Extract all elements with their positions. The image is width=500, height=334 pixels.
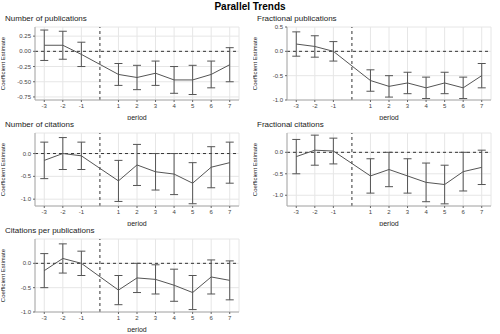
svg-text:-2: -2 [60,103,66,109]
svg-text:-1.0: -1.0 [273,97,284,103]
html-text:Parallel Trends: Parallel Trends [214,1,286,12]
svg-text:7: 7 [480,103,484,109]
svg-text:1: 1 [369,103,373,109]
svg-text:1: 1 [117,209,121,215]
svg-text:2: 2 [135,209,139,215]
svg-text:-0.75: -0.75 [17,94,31,100]
svg-text:2: 2 [135,103,139,109]
svg-text:3: 3 [154,103,158,109]
svg-text:period: period [379,114,399,120]
svg-text:3: 3 [154,209,158,215]
svg-text:5: 5 [191,315,195,321]
svg-text:6: 6 [210,315,214,321]
svg-text:-0.5: -0.5 [273,73,284,79]
svg-text:-2: -2 [60,209,66,215]
svg-text:0.25: 0.25 [19,33,31,39]
svg-text:-1: -1 [331,103,337,109]
svg-text:4: 4 [172,315,176,321]
svg-text:period: period [379,220,399,226]
svg-text:-0.5: -0.5 [21,285,32,291]
svg-text:-0.50: -0.50 [17,79,31,85]
svg-text:2: 2 [387,209,391,215]
svg-text:6: 6 [210,209,214,215]
svg-text:7: 7 [480,209,484,215]
svg-text:2: 2 [135,315,139,321]
svg-text:period: period [127,220,147,226]
svg-text:-3: -3 [42,103,48,109]
svg-text:7: 7 [228,315,232,321]
svg-text:3: 3 [406,103,410,109]
svg-text:0.0: 0.0 [275,48,284,54]
svg-text:7: 7 [228,103,232,109]
svg-text:5: 5 [191,209,195,215]
svg-text:7: 7 [228,209,232,215]
svg-text:-1.0: -1.0 [21,196,32,202]
svg-text:4: 4 [424,209,428,215]
svg-text:-0.25: -0.25 [17,64,31,70]
svg-text:1: 1 [117,315,121,321]
svg-text:-3: -3 [294,209,300,215]
svg-text:1: 1 [369,209,373,215]
svg-text:4: 4 [172,209,176,215]
svg-text:5: 5 [443,103,447,109]
svg-text:6: 6 [210,103,214,109]
svg-text:6: 6 [462,209,466,215]
svg-text:3: 3 [154,315,158,321]
svg-text:-1: -1 [79,103,85,109]
svg-text:5: 5 [191,103,195,109]
svg-text:-1: -1 [79,315,85,321]
svg-text:6: 6 [462,103,466,109]
svg-text:3: 3 [406,209,410,215]
svg-text:2: 2 [387,103,391,109]
html-text:Fractional publications: Fractional publications [257,14,337,23]
svg-text:0.0: 0.0 [23,260,32,266]
svg-text:-2: -2 [312,209,318,215]
svg-text:-1.0: -1.0 [273,192,284,198]
svg-text:4: 4 [172,103,176,109]
svg-text:5: 5 [443,209,447,215]
svg-text:0.5: 0.5 [275,24,284,30]
html-text:Number of citations: Number of citations [5,120,74,129]
svg-text:0.0: 0.0 [275,149,284,155]
svg-text:period: period [127,326,147,332]
svg-text:-2: -2 [60,315,66,321]
svg-text:0.00: 0.00 [19,48,31,54]
svg-text:1: 1 [117,103,121,109]
svg-text:-3: -3 [42,209,48,215]
svg-text:-1: -1 [331,209,337,215]
svg-text:-0.5: -0.5 [21,173,32,179]
svg-text:4: 4 [424,103,428,109]
svg-text:Coefficient Estimate: Coefficient Estimate [253,36,258,90]
html-text:Fractional citations: Fractional citations [257,120,324,129]
svg-text:-3: -3 [42,315,48,321]
svg-text:-0.5: -0.5 [273,171,284,177]
svg-text:-3: -3 [294,103,300,109]
html-text:Number of publications: Number of publications [5,14,87,23]
svg-text:Coefficient Estimate: Coefficient Estimate [253,142,258,196]
svg-text:0.0: 0.0 [23,151,32,157]
svg-text:-1: -1 [79,209,85,215]
svg-text:-1.0: -1.0 [21,309,32,315]
svg-text:-2: -2 [312,103,318,109]
svg-text:period: period [127,114,147,120]
html-text:Citations per publications: Citations per publications [5,226,95,235]
